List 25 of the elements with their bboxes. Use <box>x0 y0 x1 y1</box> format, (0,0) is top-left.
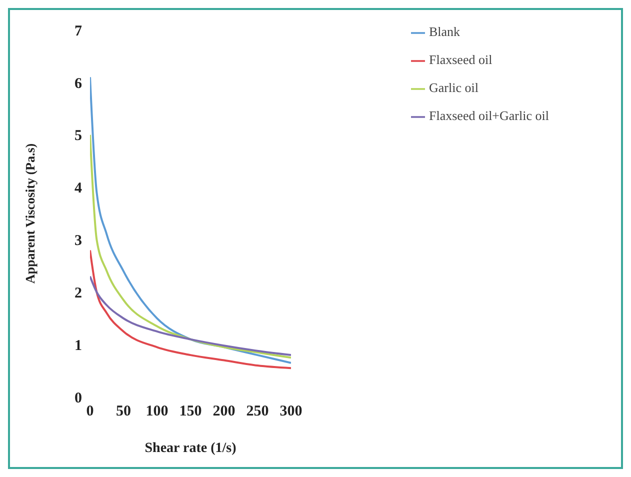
y-tick-label: 7 <box>74 23 82 40</box>
x-tick-label: 50 <box>116 404 131 420</box>
x-tick-label: 250 <box>246 404 269 420</box>
line-series <box>90 76 291 364</box>
legend-label: Garlic oil <box>429 80 478 95</box>
x-axis-title: Shear rate (1/s) <box>144 440 237 456</box>
y-tick-label: 6 <box>74 76 82 92</box>
x-tick-label: 200 <box>212 404 236 420</box>
y-axis-title: Apparent Viscosity (Pa.s) <box>22 143 38 284</box>
y-tick-label: 2 <box>74 285 82 302</box>
legend-label: Flaxseed oil+Garlic oil <box>429 108 549 123</box>
y-tick-label: 4 <box>74 180 82 197</box>
x-tick-label: 300 <box>280 404 302 420</box>
x-tick-label: 100 <box>146 404 168 420</box>
line-series <box>90 275 291 356</box>
legend-label: Flaxseed oil <box>429 52 492 67</box>
y-tick-label: 0 <box>74 390 82 406</box>
x-tick-label: 0 <box>86 404 94 420</box>
y-tick-label: 3 <box>74 233 82 250</box>
line-series <box>90 249 291 370</box>
y-tick-label: 5 <box>74 128 82 144</box>
x-tick-label: 150 <box>179 404 202 420</box>
y-tick-label: 1 <box>74 338 82 354</box>
legend-label: Blank <box>429 24 460 39</box>
line-series <box>90 134 291 359</box>
